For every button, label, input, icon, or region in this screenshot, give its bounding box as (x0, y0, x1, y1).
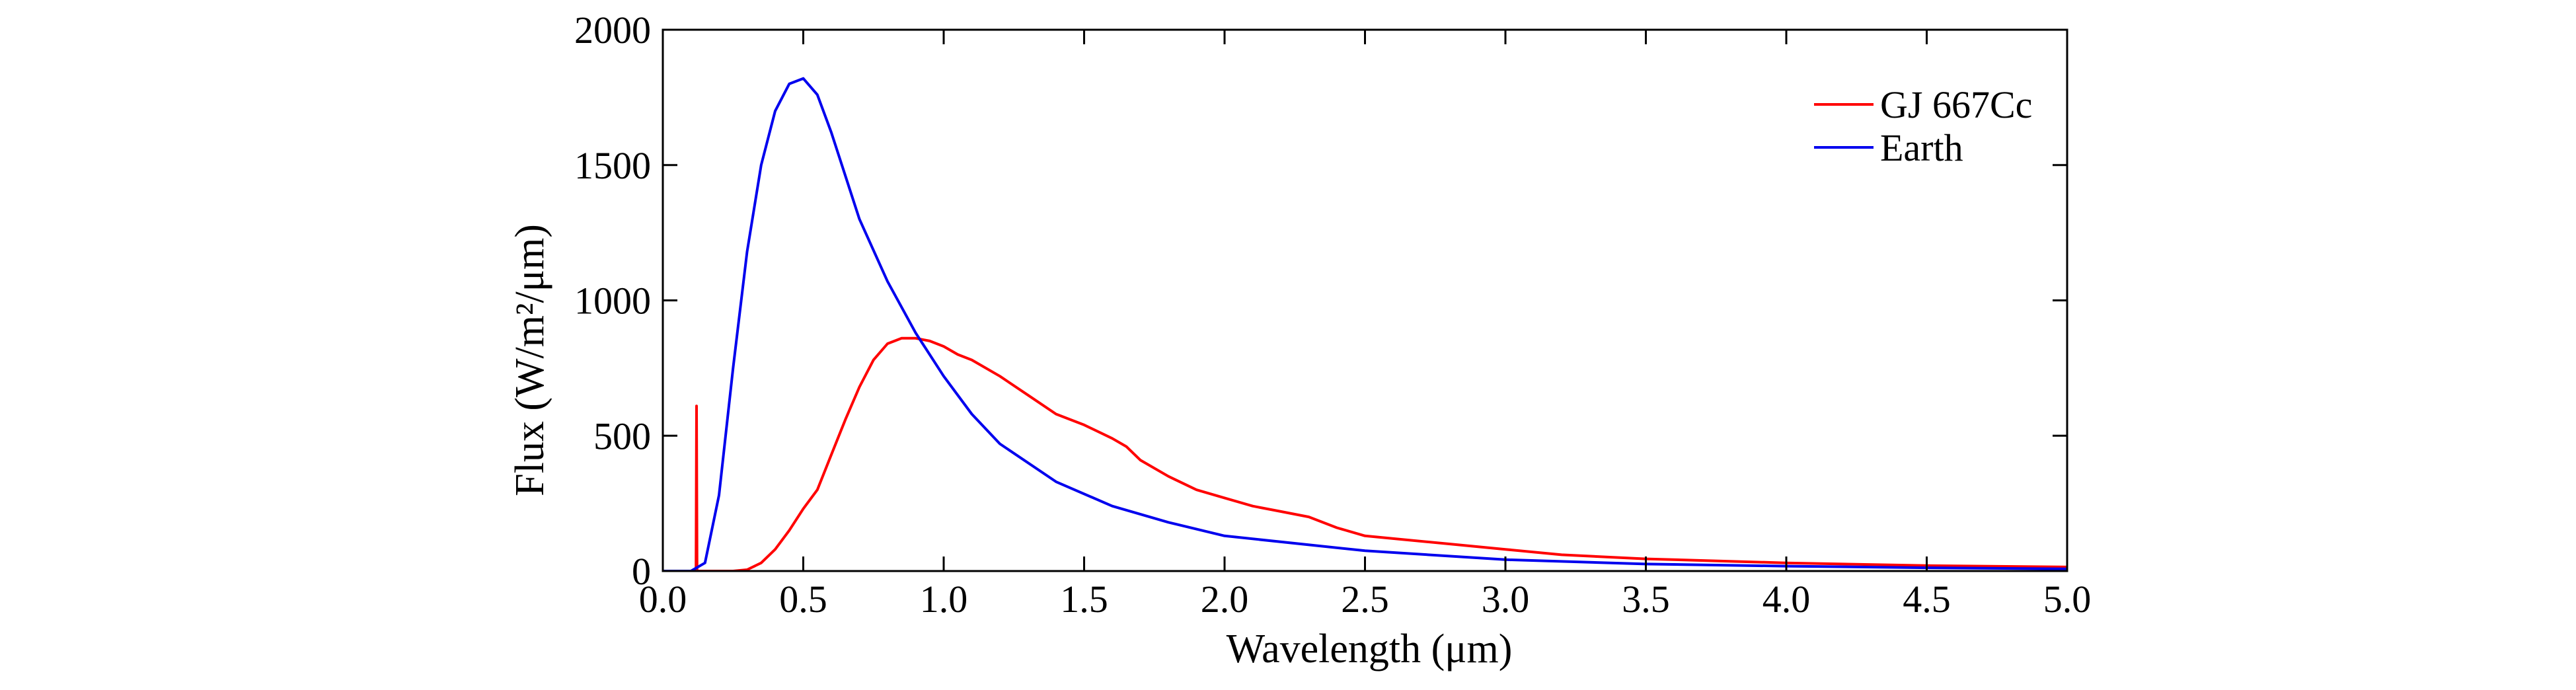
x-tick-label: 3.5 (1622, 578, 1670, 621)
y-tick-label: 500 (593, 414, 651, 457)
x-tick-label: 4.5 (1903, 578, 1951, 621)
plot-frame (662, 28, 2068, 572)
series-line-earth (663, 77, 2067, 571)
x-tick-label: 3.0 (1482, 578, 1530, 621)
legend-label-earth: Earth (1880, 126, 1963, 169)
plot-area (663, 77, 2067, 571)
x-tick-label: 4.0 (1762, 578, 1811, 621)
y-tick-label: 2000 (574, 9, 651, 52)
y-axis-label: Flux (W/m²/μm) (508, 224, 552, 496)
x-tick-label: 0.0 (639, 578, 687, 621)
series-line-gj-667cc (663, 336, 2067, 571)
x-axis-label: Wavelength (μm) (1227, 627, 1513, 671)
x-tick-label: 2.0 (1201, 578, 1249, 621)
x-tick-label: 1.0 (920, 578, 968, 621)
x-tick-label: 5.0 (2043, 578, 2092, 621)
x-tick-label: 1.5 (1060, 578, 1108, 621)
y-tick-label: 1000 (574, 280, 651, 323)
axes: 0.0 0.5 1.0 1.5 2.0 2.5 3.0 3.5 4.0 4.5 5.0 0 500 100… (574, 9, 2091, 621)
x-tick-label: 0.5 (779, 578, 827, 621)
y-tick-label: 1500 (574, 144, 651, 187)
y-tick-label: 0 (632, 550, 651, 593)
x-tick-label: 2.5 (1341, 578, 1389, 621)
legend-label-gj-667cc: GJ 667Cc (1880, 83, 2032, 126)
